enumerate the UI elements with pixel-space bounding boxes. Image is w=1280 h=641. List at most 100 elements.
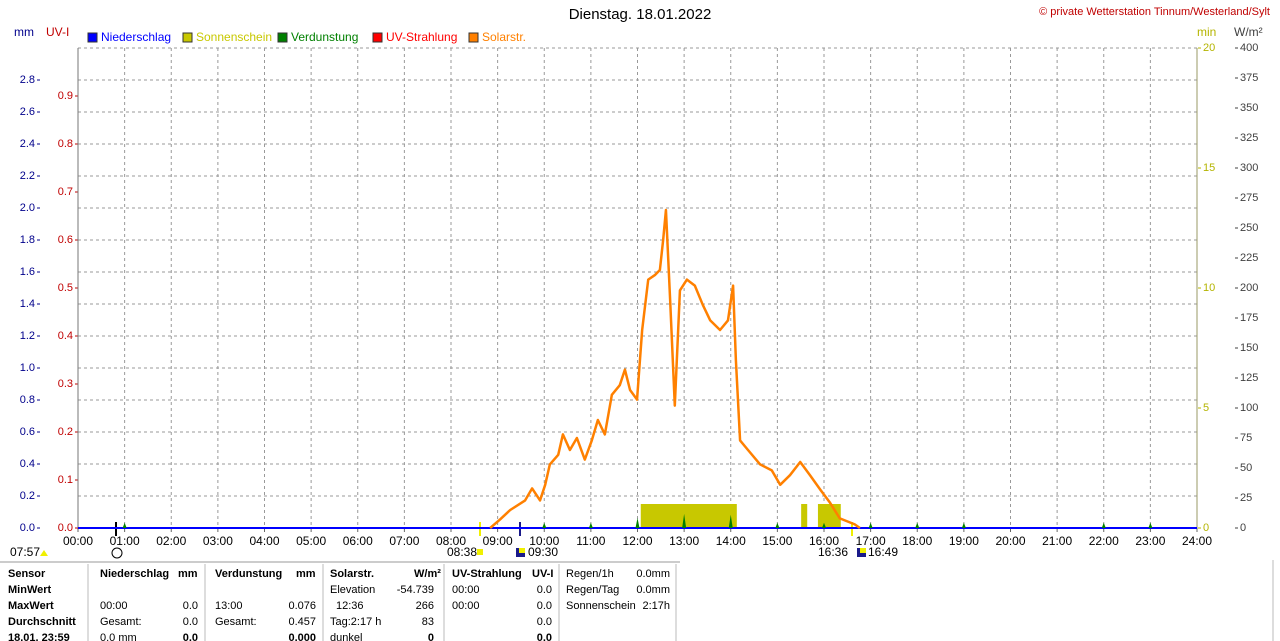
uv-icon [860, 548, 866, 553]
y-tick-label: 150 [1240, 342, 1258, 354]
table-cell: 266 [416, 600, 434, 612]
evaporation-spike [775, 522, 780, 528]
evaporation-spike [542, 522, 547, 528]
x-tick-label: 12:00 [622, 534, 652, 548]
evaporation-spike [728, 514, 733, 528]
table-cell: dunkel [330, 632, 362, 641]
table-cell: UV-Strahlung [452, 568, 522, 580]
y-tick-label: 1.8 [20, 234, 35, 246]
table-cell: 0.0 [537, 632, 552, 641]
y-tick-label: 2.4 [20, 138, 35, 150]
table-cell: Solarstr. [330, 568, 374, 580]
sunrise-icon [477, 549, 483, 555]
x-tick-label: 07:00 [389, 534, 419, 548]
credit: © private Wetterstation Tinnum/Westerlan… [1039, 6, 1270, 18]
x-tick-label: 20:00 [995, 534, 1025, 548]
y-tick-label: 50 [1240, 462, 1252, 474]
y-tick-label: 125 [1240, 372, 1258, 384]
y-tick-label: 275 [1240, 192, 1258, 204]
y-tick-label: 0 [1203, 522, 1209, 534]
sunshine-bar [801, 504, 808, 528]
x-tick-label: 08:00 [436, 534, 466, 548]
y-tick-label: 1.6 [20, 266, 35, 278]
y-tick-label: 225 [1240, 252, 1258, 264]
y-tick-label: 0.0 [20, 522, 35, 534]
table-cell: Gesamt: [100, 616, 142, 628]
y-tick-label: 0.1 [58, 474, 73, 486]
x-tick-label: 24:00 [1182, 534, 1212, 548]
table-cell: 18.01. 23:59 [8, 632, 70, 641]
table-cell: Verdunstung [215, 568, 282, 580]
x-tick-label: 09:00 [483, 534, 513, 548]
table-cell: 0.076 [288, 600, 316, 612]
x-tick-label: 17:00 [856, 534, 886, 548]
legend-label: Niederschlag [101, 30, 171, 44]
table-cell: 0.0 mm [100, 632, 137, 641]
evaporation-spike [122, 522, 127, 528]
table-cell: Durchschnitt [8, 616, 76, 628]
evaporation-spike [682, 513, 687, 528]
event-time: 16:36 [818, 545, 848, 559]
y-tick-label: 300 [1240, 162, 1258, 174]
x-tick-label: 16:00 [809, 534, 839, 548]
evaporation-spike [961, 522, 966, 528]
table-cell: 0.0 [183, 616, 198, 628]
legend-swatch [277, 32, 288, 43]
x-tick-label: 06:00 [343, 534, 373, 548]
table-cell: 0.0 [537, 584, 552, 596]
chart-title: Dienstag. 18.01.2022 [569, 6, 712, 23]
y-tick-label: 25 [1240, 492, 1252, 504]
table-cell: 0.0mm [636, 584, 670, 596]
x-tick-label: 19:00 [949, 534, 979, 548]
x-tick-label: 04:00 [249, 534, 279, 548]
y-tick-label: 0.7 [58, 186, 73, 198]
legend-swatch [468, 32, 479, 43]
y-tick-label: 325 [1240, 132, 1258, 144]
table-cell: MinWert [8, 584, 52, 596]
y-tick-label: 400 [1240, 42, 1258, 54]
table-cell: 83 [422, 616, 434, 628]
x-tick-label: 11:00 [576, 534, 605, 548]
table-cell: 00:00 [100, 600, 128, 612]
x-tick-label: 03:00 [203, 534, 233, 548]
table-cell: MaxWert [8, 600, 54, 612]
event-time: 08:38 [447, 545, 477, 559]
table-cell: 0.0mm [636, 568, 670, 580]
evaporation-spike [1148, 522, 1153, 528]
table-cell: 0 [428, 632, 434, 641]
y-tick-label: 0.4 [20, 458, 35, 470]
y-tick-label: 2.0 [20, 202, 35, 214]
x-tick-label: 23:00 [1135, 534, 1165, 548]
table-separators [87, 564, 677, 641]
x-tick-label: 22:00 [1089, 534, 1119, 548]
table-cell: 0.0 [183, 600, 198, 612]
table-cell: 00:00 [452, 600, 480, 612]
axis-unit: UV-I [46, 25, 69, 39]
moon-icon [111, 547, 123, 559]
y-tick-label: 5 [1203, 402, 1209, 414]
table-cell: mm [296, 568, 316, 580]
y-tick-label: 375 [1240, 72, 1258, 84]
y-tick-label: 0.4 [58, 330, 73, 342]
x-tick-label: 00:00 [63, 534, 93, 548]
y-tick-label: 350 [1240, 102, 1258, 114]
y-tick-label: 0.6 [20, 426, 35, 438]
x-tick-label: 18:00 [902, 534, 932, 548]
y-tick-label: 0.9 [58, 90, 73, 102]
y-tick-label: 200 [1240, 282, 1258, 294]
y-tick-label: 20 [1203, 42, 1215, 54]
event-time: 16:49 [868, 545, 898, 559]
table-cell: Gesamt: [215, 616, 257, 628]
solar-line [489, 208, 861, 530]
y-tick-label: 175 [1240, 312, 1258, 324]
y-tick-label: 1.2 [20, 330, 35, 342]
y-tick-label: 0.6 [58, 234, 73, 246]
evaporation-spike [868, 522, 873, 528]
table-cell: Regen/Tag [566, 584, 619, 596]
evaporation-spike [635, 518, 640, 528]
y-tick-label: 1.4 [20, 298, 35, 310]
legend-swatch [182, 32, 193, 43]
sunshine-bar [640, 504, 737, 528]
event-time: 07:57 [10, 545, 40, 559]
table-cell: Niederschlag [100, 568, 169, 580]
